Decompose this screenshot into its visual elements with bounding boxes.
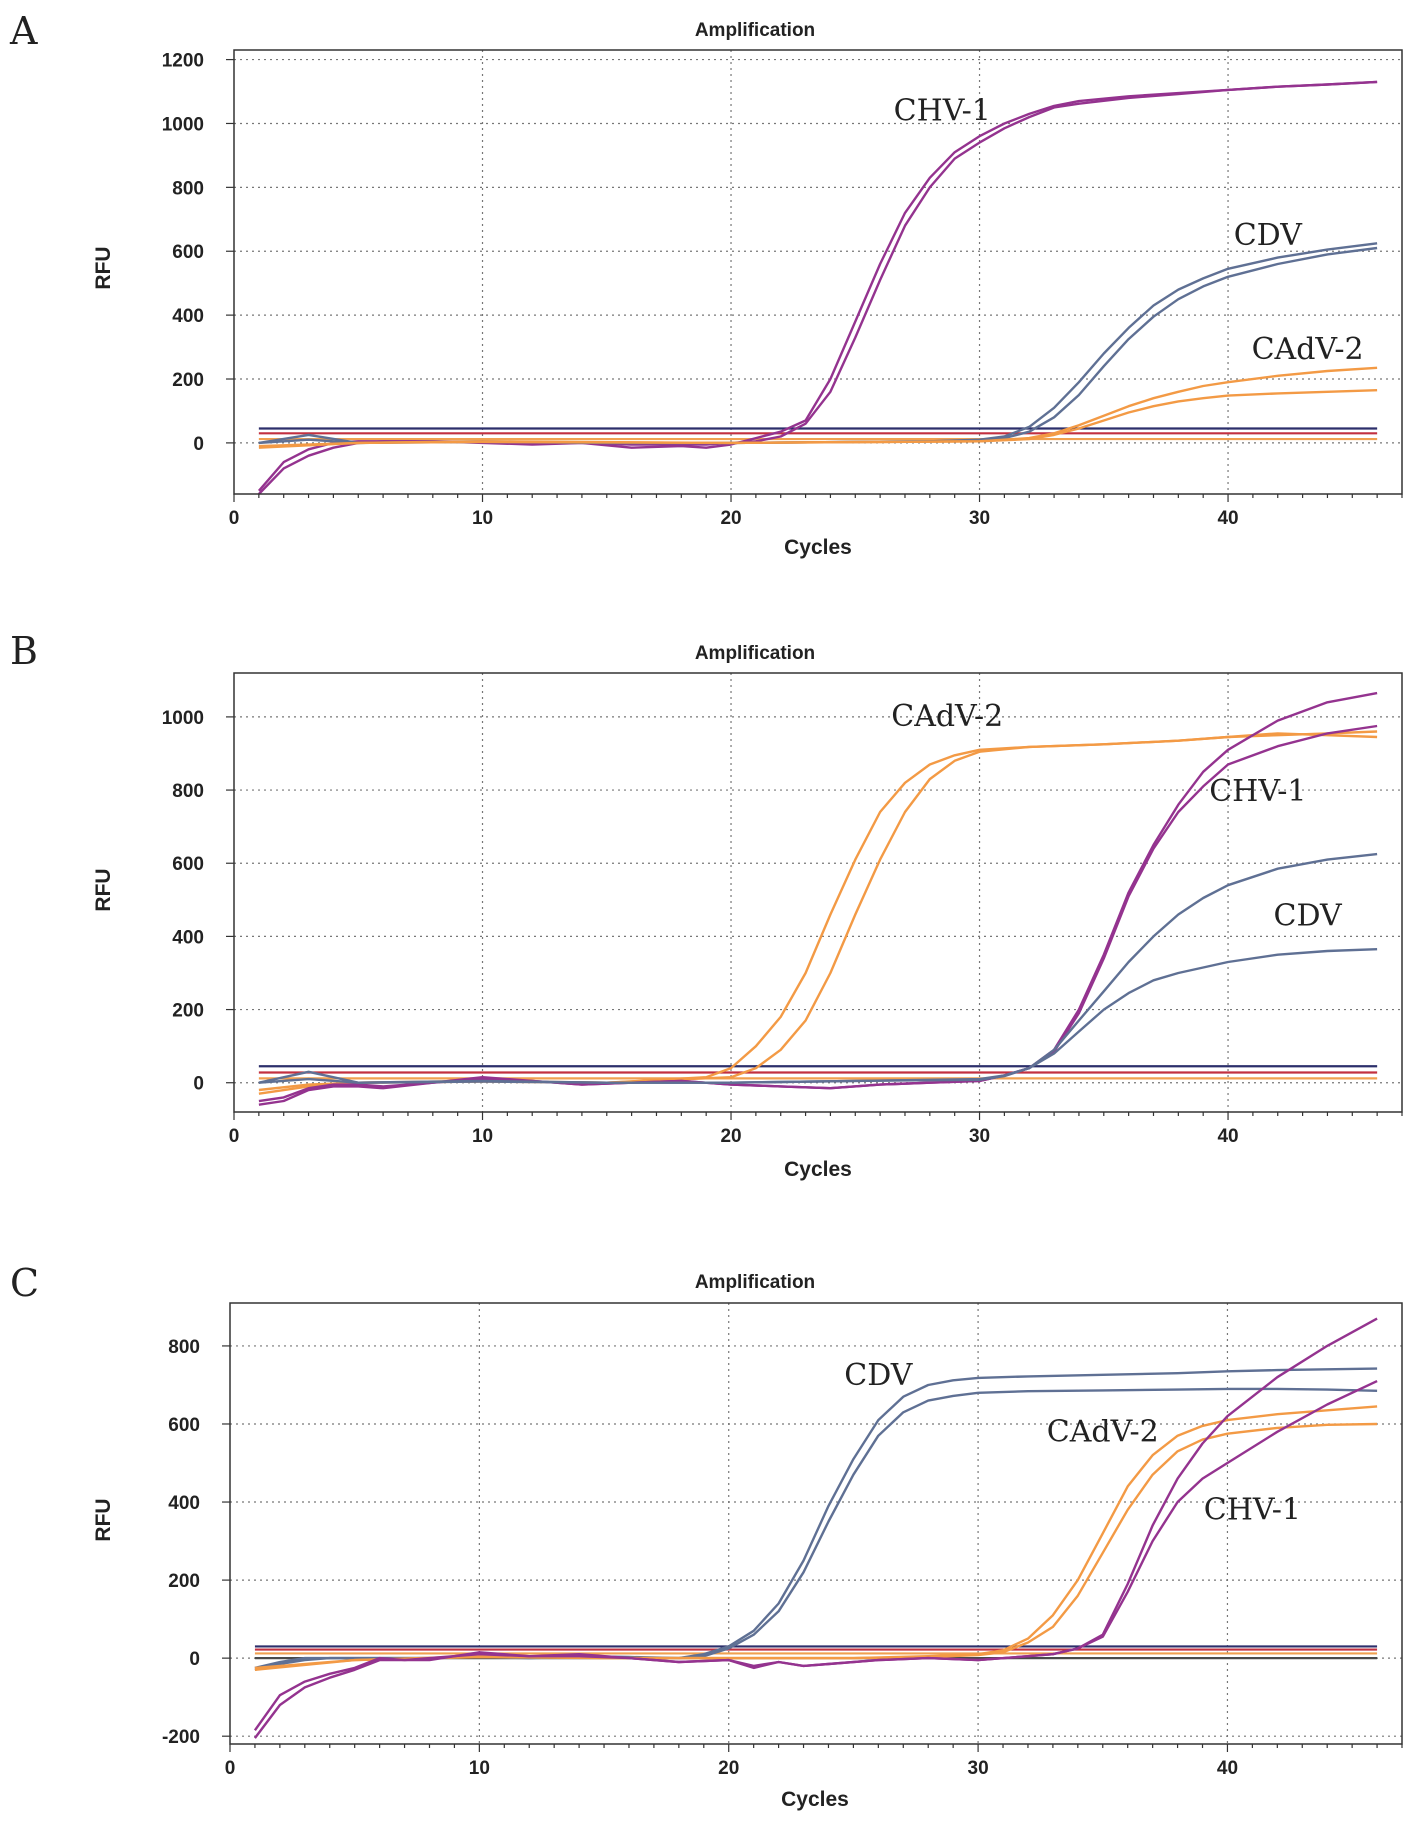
series-line-chv-1 xyxy=(258,691,1378,1106)
y-tick-label: 200 xyxy=(168,1571,200,1592)
y-tick-label: 800 xyxy=(172,178,204,199)
panel-letter-c: C xyxy=(10,1261,39,1305)
panel-letter-b: B xyxy=(10,629,38,673)
y-tick-label: 800 xyxy=(172,781,204,802)
x-tick-label: 0 xyxy=(225,1758,236,1779)
plot-frame xyxy=(233,49,1403,495)
series-line-cdv xyxy=(254,1387,1378,1670)
series-line-cadv-2 xyxy=(254,1405,1378,1670)
y-tick-label: 0 xyxy=(189,1649,200,1670)
y-tick-label: 600 xyxy=(172,242,204,263)
series-label-cdv: CDV xyxy=(1273,898,1342,933)
y-tick-label: 0 xyxy=(193,434,204,455)
y-tick-label: 1000 xyxy=(162,708,204,729)
series-label-chv-1: CHV-1 xyxy=(1204,1493,1301,1528)
y-tick-label: 800 xyxy=(168,1337,200,1358)
x-tick-label: 20 xyxy=(720,508,741,529)
x-tick-label: 40 xyxy=(1217,1126,1238,1147)
y-tick-label: 200 xyxy=(172,370,204,391)
y-axis-label: RFU xyxy=(92,868,115,911)
plot-frame xyxy=(229,1302,1403,1745)
x-tick-label: 40 xyxy=(1217,508,1238,529)
x-tick-label: 10 xyxy=(469,1758,490,1779)
panel-c: C Amplification Cycles RFU 0 10 20 30 40 -200… xyxy=(10,1261,1403,1811)
x-tick-label: 20 xyxy=(720,1126,741,1147)
series-line-cdv xyxy=(258,948,1378,1084)
series-line-chv-1 xyxy=(258,724,1378,1103)
chart-title: Amplification xyxy=(695,643,815,664)
x-axis-label: Cycles xyxy=(784,1158,852,1181)
series-label-chv-1: CHV-1 xyxy=(894,93,991,128)
series-label-cadv-2: CAdV-2 xyxy=(1047,1415,1159,1450)
series-label-cdv: CDV xyxy=(1234,218,1303,253)
y-tick-label: 1200 xyxy=(162,51,204,72)
y-tick-label: 200 xyxy=(172,1001,204,1022)
series-label-chv-1: CHV-1 xyxy=(1209,774,1306,809)
panel-a: A Amplification Cycles RFU 0 10 20 30 400200… xyxy=(9,9,1403,559)
x-axis-label: Cycles xyxy=(781,1788,849,1811)
series-line-chv-1 xyxy=(258,80,1378,495)
y-tick-label: 400 xyxy=(168,1493,200,1514)
x-tick-label: 30 xyxy=(969,508,990,529)
x-tick-label: 0 xyxy=(229,1126,240,1147)
y-tick-label: 1000 xyxy=(162,114,204,135)
series-label-cdv: CDV xyxy=(844,1358,913,1393)
y-axis-label: RFU xyxy=(92,246,115,289)
y-tick-label: -200 xyxy=(162,1727,200,1748)
x-tick-label: 30 xyxy=(968,1758,989,1779)
y-tick-label: 400 xyxy=(172,927,204,948)
x-axis-label: Cycles xyxy=(784,536,852,559)
chart-title: Amplification xyxy=(695,20,815,41)
plot-area: 0 10 20 30 40 -200 0 200 400 600 800 CDV CAdV-2 CHV-1 xyxy=(162,1302,1403,1779)
series-line-cadv-2 xyxy=(254,1422,1378,1671)
x-tick-label: 10 xyxy=(472,508,493,529)
plot-area: 0 10 20 30 40020040060080010001200CHV-1CDVCA… xyxy=(162,49,1403,529)
plot-frame xyxy=(233,672,1403,1113)
series-line-chv-1 xyxy=(253,1380,1378,1739)
x-tick-label: 0 xyxy=(229,508,240,529)
y-tick-label: 600 xyxy=(172,854,204,875)
panel-b: B Amplification Cycles RFU 0 10 20 30 400200… xyxy=(10,629,1403,1181)
series-line-cdv xyxy=(258,242,1378,445)
x-tick-label: 20 xyxy=(718,1758,739,1779)
y-tick-label: 0 xyxy=(193,1074,204,1095)
series-line-cdv xyxy=(258,852,1378,1084)
y-tick-label: 600 xyxy=(168,1415,200,1436)
series-label-cadv-2: CAdV-2 xyxy=(1252,332,1364,367)
y-tick-label: 400 xyxy=(172,306,204,327)
x-tick-label: 10 xyxy=(472,1126,493,1147)
series-label-cadv-2: CAdV-2 xyxy=(891,699,1003,734)
y-axis-label: RFU xyxy=(92,1498,115,1541)
x-tick-label: 30 xyxy=(969,1126,990,1147)
panel-letter-a: A xyxy=(9,9,38,53)
series-line-cadv-2 xyxy=(258,389,1378,448)
chart-title: Amplification xyxy=(695,1272,815,1293)
x-tick-label: 40 xyxy=(1217,1758,1238,1779)
